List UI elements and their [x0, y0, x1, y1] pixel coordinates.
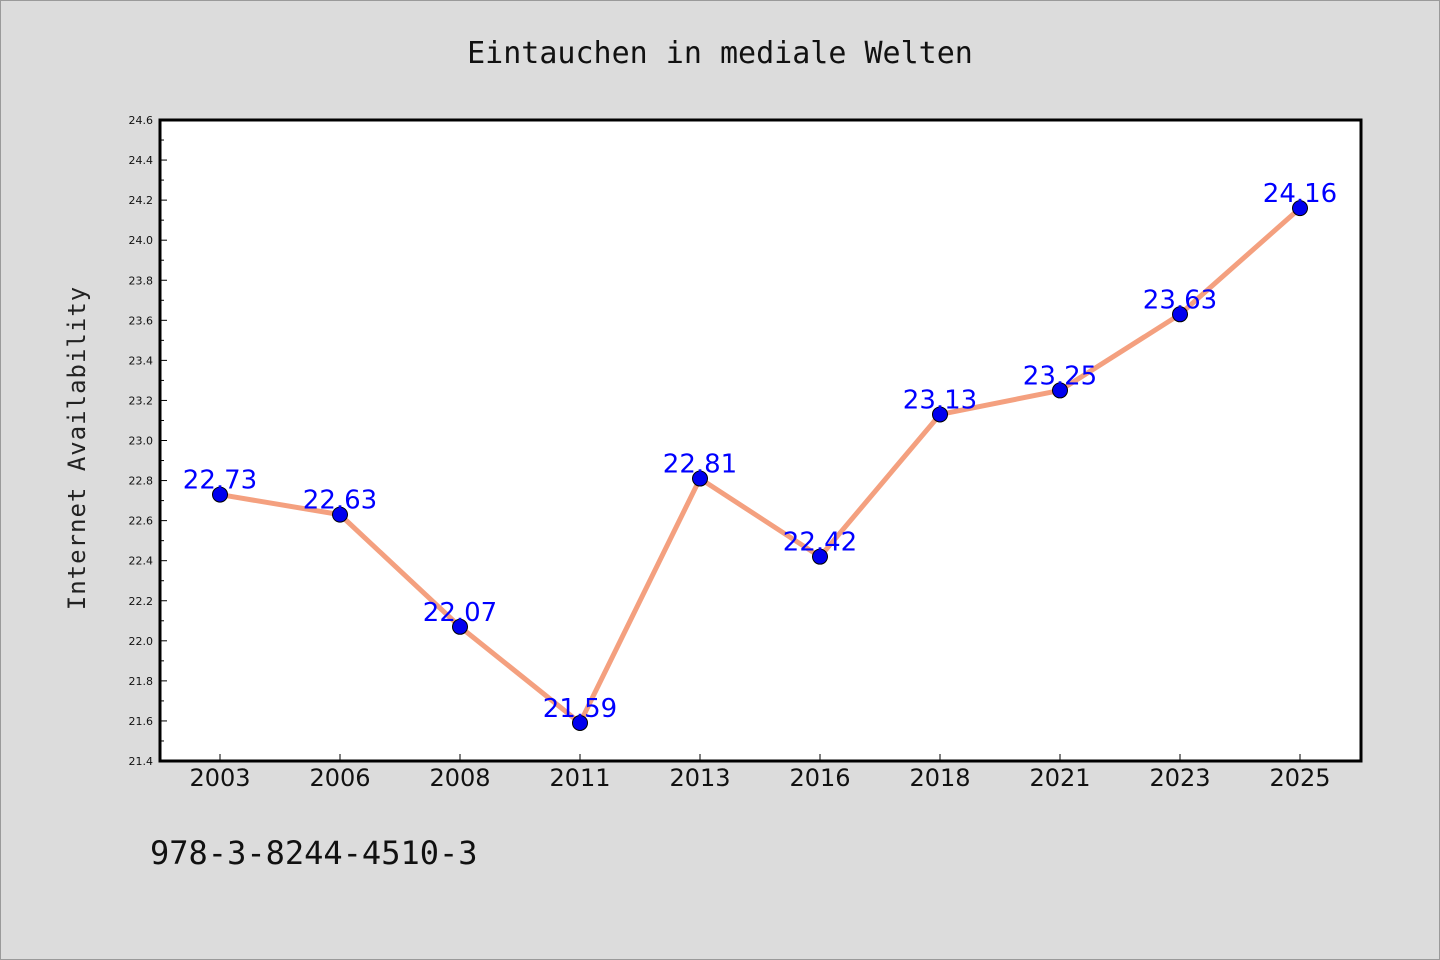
series-lines: [217, 205, 1303, 726]
data-point: [1172, 306, 1188, 323]
x-tick-label: 2016: [789, 764, 850, 792]
x-tick-label: 2023: [1149, 764, 1210, 792]
data-point: [812, 548, 828, 565]
data-label: 22.63: [303, 486, 377, 516]
x-tick-label: 2003: [189, 764, 250, 792]
y-tick-label: 23.8: [129, 274, 154, 287]
data-label: 22.42: [783, 528, 857, 558]
x-axis-ticks: 2003 2006 2008 2011 2013 2016 2018 2021 2023 2025: [189, 754, 1331, 792]
plot-area: [160, 120, 1361, 761]
y-tick-label: 24.6: [129, 114, 154, 127]
x-tick-label: 2008: [429, 764, 490, 792]
data-label: 23.25: [1023, 361, 1097, 391]
data-markers: [212, 200, 1308, 731]
y-tick-label: 24.2: [129, 194, 154, 207]
x-tick-label: 2025: [1269, 764, 1330, 792]
plot-border: [158, 118, 1363, 763]
y-tick-label: 23.0: [129, 435, 154, 448]
data-point: [1292, 200, 1308, 217]
y-tick-label: 22.6: [129, 515, 154, 528]
x-tick-label: 2006: [309, 764, 370, 792]
y-tick-label: 21.8: [129, 675, 154, 688]
series-line: [217, 205, 1303, 726]
y-tick-label: 21.4: [129, 755, 154, 768]
data-point: [932, 406, 948, 423]
data-label: 22.81: [663, 450, 737, 480]
data-point: [332, 506, 348, 523]
x-tick-label: 2013: [669, 764, 730, 792]
y-axis-label: Internet Availability: [63, 286, 91, 610]
data-point: [452, 618, 468, 635]
x-tick-label: 2021: [1029, 764, 1090, 792]
isbn-text: 978-3-8244-4510-3: [150, 834, 478, 872]
data-label: 23.13: [903, 385, 977, 415]
y-tick-label: 23.2: [129, 394, 154, 407]
y-tick-label: 23.6: [129, 314, 154, 327]
data-label: 24.16: [1263, 179, 1337, 209]
x-tick-label: 2011: [549, 764, 610, 792]
y-tick-label: 21.6: [129, 715, 154, 728]
data-point: [1052, 382, 1068, 399]
data-label: 21.59: [543, 694, 617, 724]
data-label: 22.73: [183, 466, 257, 496]
data-point: [692, 470, 708, 487]
data-label: 22.07: [423, 598, 497, 628]
data-label: 23.63: [1143, 285, 1217, 315]
y-tick-label: 22.0: [129, 635, 154, 648]
y-tick-label: 24.4: [129, 154, 154, 167]
y-tick-label: 22.8: [129, 475, 154, 488]
chart-title: Eintauchen in mediale Welten: [467, 36, 973, 71]
y-tick-label: 24.0: [129, 234, 154, 247]
y-tick-label: 23.4: [129, 354, 154, 367]
data-point: [212, 486, 228, 503]
y-tick-label: 22.2: [129, 595, 154, 608]
x-tick-label: 2018: [909, 764, 970, 792]
data-point: [572, 714, 588, 731]
data-labels: 22.73 22.63 22.07 21.59 22.81 22.42 23.13 23.25…: [183, 179, 1337, 724]
y-tick-label: 22.4: [129, 555, 154, 568]
